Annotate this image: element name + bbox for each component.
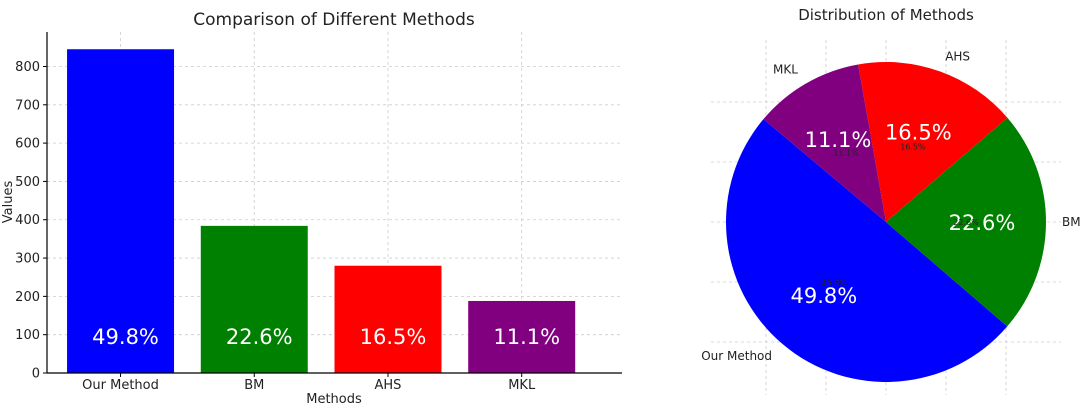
y-tick-label-500: 500 (15, 175, 40, 190)
y-tick-label-100: 100 (15, 328, 40, 343)
pie-pct-small-mkl: 11.1% (833, 149, 859, 158)
y-tick-label-0: 0 (32, 367, 40, 382)
pie-slice-our-method (725, 119, 1008, 383)
y-tick-label-700: 700 (15, 98, 40, 113)
bar-bm (200, 225, 308, 373)
pie-label-ahs: AHS (945, 49, 970, 63)
bar-chart-bars: 49.8% 22.6% 16.5% 11.1% (67, 49, 576, 373)
y-tick-label-300: 300 (15, 252, 40, 267)
pie-label-mkl: MKL (773, 63, 798, 77)
pie-pct-ahs: 16.5% (885, 121, 952, 145)
x-tick-label-our-method: Our Method (82, 378, 159, 393)
pie-label-bm: BM (1062, 215, 1080, 229)
pie-slice-ahs (858, 62, 1008, 223)
pie-pct-bm: 22.6% (949, 211, 1016, 235)
bar-label-ahs: 16.5% (360, 325, 427, 349)
pie-pct-small-our-method: 49.8% (821, 279, 847, 288)
y-tick-label-800: 800 (15, 60, 40, 75)
bar-ahs (334, 265, 442, 373)
pie-slice-bm (886, 117, 1046, 327)
bar-label-mkl: 11.1% (493, 325, 560, 349)
pie-chart-slices (725, 62, 1046, 383)
y-tick-label-400: 400 (15, 213, 40, 228)
x-tick-label-mkl: MKL (508, 378, 536, 393)
y-tick-label-200: 200 (15, 290, 40, 305)
x-tick-label-ahs: AHS (375, 378, 402, 393)
y-tick-label-600: 600 (15, 137, 40, 152)
bar-our-method (67, 49, 175, 373)
x-tick-label-bm: BM (244, 378, 264, 393)
pie-chart-grid (711, 40, 1061, 395)
bar-label-our-method: 49.8% (92, 325, 159, 349)
pie-chart-title: Distribution of Methods (798, 6, 974, 24)
bar-label-bm: 22.6% (226, 325, 293, 349)
bar-chart-axes: 0 100 200 300 400 500 600 700 800 Our Method BM AHS… (15, 32, 622, 393)
pie-chart-labels: Our Method49.8%49.8%BM22.6%22.6%AHS16.5%… (701, 49, 1080, 363)
pie-pct-mkl: 11.1% (805, 128, 872, 152)
bar-chart-xlabel: Methods (306, 392, 362, 407)
pie-label-our-method: Our Method (701, 349, 772, 363)
bar-chart-ylabel: Values (1, 181, 16, 224)
bar-chart-title: Comparison of Different Methods (193, 10, 475, 30)
pie-slice-mkl (763, 64, 886, 222)
bar-chart: Comparison of Different Methods 49.8% 22.… (1, 10, 622, 407)
pie-pct-small-bm: 22.6% (953, 218, 979, 227)
bar-mkl (468, 300, 576, 373)
pie-pct-our-method: 49.8% (790, 284, 857, 308)
pie-pct-small-ahs: 16.5% (900, 143, 926, 152)
